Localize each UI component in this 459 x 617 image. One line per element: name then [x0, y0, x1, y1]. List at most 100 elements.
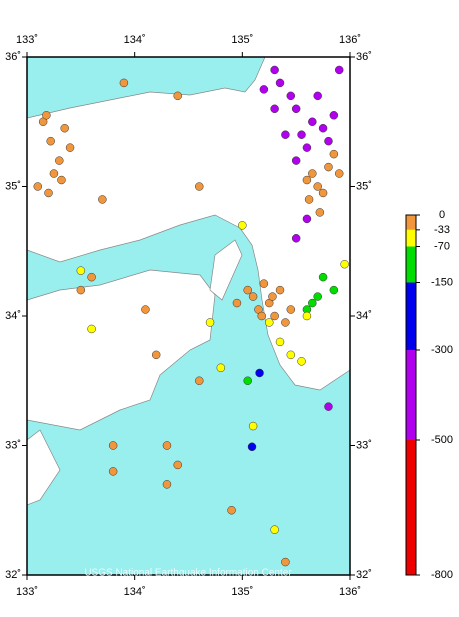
earthquake: [291, 156, 301, 165]
earthquake: [108, 467, 118, 476]
y-tick-label: 35˚: [356, 180, 372, 192]
earthquake: [313, 182, 322, 191]
earthquake: [265, 318, 274, 327]
earthquake: [57, 175, 66, 185]
awaji: [209, 239, 243, 301]
earthquake: [318, 272, 328, 282]
y-tick-label: 33˚: [356, 439, 372, 451]
earthquake: [216, 363, 226, 373]
earthquake: [313, 292, 322, 301]
earthquake: [302, 175, 312, 185]
earthquake: [270, 65, 279, 75]
earthquake: [108, 441, 118, 450]
earthquake: [302, 214, 312, 224]
colorbar-band: [406, 229, 416, 247]
earthquake: [195, 376, 204, 385]
colorbar-band: [406, 282, 416, 350]
earthquake: [281, 130, 290, 139]
earthquake: [302, 143, 312, 152]
earthquake: [87, 272, 96, 282]
y-tick-label: 32˚: [5, 569, 21, 581]
y-tick-label: 36˚: [5, 51, 21, 63]
credit: USGS National Earthquake Information Cen…: [84, 568, 292, 579]
earthquake: [297, 130, 306, 139]
earthquake: [151, 350, 161, 360]
earthquake: [286, 91, 296, 101]
x-tick-label: 134˚: [124, 586, 146, 598]
earthquake: [270, 311, 279, 321]
earthquake: [281, 557, 290, 567]
y-tick-label: 33˚: [5, 439, 21, 451]
earthquake: [286, 305, 296, 314]
earthquake: [173, 460, 182, 470]
earthquake: [297, 357, 306, 366]
earthquake: [318, 123, 328, 133]
earthquake: [173, 91, 182, 101]
y-tick-label: 35˚: [5, 180, 21, 192]
earthquake: [76, 285, 86, 295]
earthquake: [329, 111, 339, 120]
earthquake: [308, 169, 317, 178]
earthquake: [302, 311, 312, 321]
earthquake: [318, 188, 328, 198]
y-tick-label: 34˚: [5, 310, 21, 322]
earthquake: [76, 266, 86, 275]
colorbar-band: [406, 440, 416, 575]
colorbar-band: [406, 246, 416, 283]
earthquake: [270, 525, 279, 534]
earthquake: [324, 136, 333, 146]
earthquake: [304, 195, 314, 204]
x-tick-label: 136˚: [339, 34, 361, 46]
colorbar-label: -150: [431, 276, 453, 288]
earthquake: [46, 136, 55, 146]
earthquake: [259, 85, 269, 94]
earthquake: [334, 65, 344, 75]
colorbar-label: -300: [431, 344, 453, 356]
x-tick-label: 133˚: [16, 34, 38, 46]
earthquake: [44, 188, 53, 198]
y-tick-label: 34˚: [356, 310, 372, 322]
earthquake: [42, 111, 51, 120]
earthquake: [162, 480, 172, 489]
colorbar-label: -70: [434, 240, 450, 252]
earthquake: [329, 285, 339, 295]
x-tick-label: 133˚: [16, 586, 38, 598]
earthquake: [334, 169, 344, 178]
earthquake: [259, 279, 269, 288]
earthquake: [141, 305, 150, 314]
x-tick-label: 136˚: [339, 586, 361, 598]
earthquake: [49, 169, 59, 178]
colorbar-label: -500: [431, 434, 453, 446]
earthquake: [119, 78, 129, 88]
earthquake: [248, 292, 258, 301]
events: [33, 65, 349, 567]
earthquake: [315, 208, 325, 217]
colorbar-label: -800: [431, 569, 453, 581]
earthquake: [243, 285, 252, 295]
earthquake: [313, 91, 322, 101]
earthquake: [324, 402, 333, 411]
x-tick-label: 135˚: [231, 34, 253, 46]
colorbar-label: -33: [434, 224, 450, 236]
earthquake: [238, 221, 247, 230]
earthquake: [281, 318, 290, 327]
earthquake: [255, 368, 264, 378]
earthquake: [286, 350, 296, 360]
earthquake: [65, 143, 75, 152]
earthquake: [87, 324, 96, 334]
earthquake: [227, 506, 236, 515]
earthquake: [291, 234, 301, 243]
earthquake: [247, 442, 257, 452]
earthquake: [329, 149, 339, 159]
y-tick-label: 32˚: [356, 569, 372, 581]
earthquake: [205, 318, 215, 327]
colorbar-band: [406, 215, 416, 230]
earthquake: [324, 162, 333, 172]
colorbar-band: [406, 350, 416, 440]
earthquake: [308, 298, 317, 308]
earthquake: [275, 337, 285, 347]
earthquake: [275, 285, 285, 295]
earthquake: [60, 123, 69, 133]
kyushu: [27, 429, 61, 506]
